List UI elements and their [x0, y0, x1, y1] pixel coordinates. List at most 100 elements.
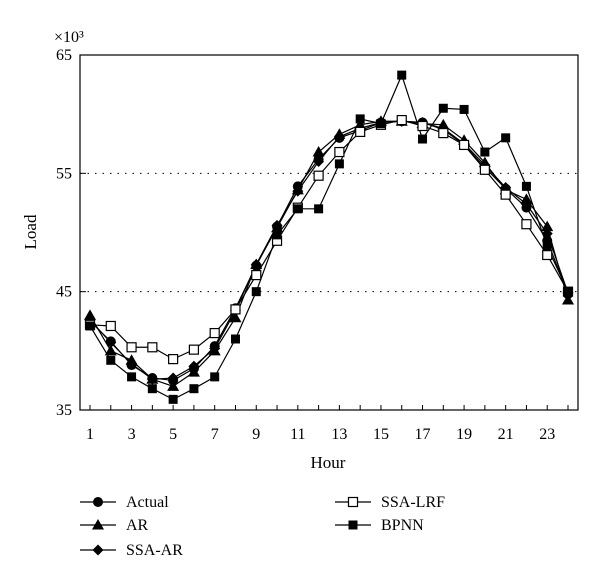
legend-label-ssa-lrf: SSA-LRF	[381, 494, 445, 511]
x-axis-ticks: 1 3 5 7 9 11 13 15 17 19 21 23	[86, 405, 569, 443]
x-tick-label: 13	[331, 426, 347, 443]
legend-label-ar: AR	[126, 517, 149, 534]
data-point-bpnn	[168, 394, 178, 404]
data-point-bpnn	[230, 334, 240, 344]
data-point-ssa-lrf	[500, 189, 511, 200]
legend-marker-ssa-lrf	[347, 496, 359, 508]
series-lines	[89, 73, 569, 401]
data-point-bpnn	[397, 70, 407, 80]
data-point-ssa-lrf	[438, 128, 449, 139]
data-point-bpnn	[438, 103, 448, 113]
data-point-ssa-ar	[188, 360, 200, 372]
data-point-bpnn	[189, 384, 199, 394]
data-point-ar	[562, 293, 574, 305]
data-point-bpnn	[147, 384, 157, 394]
data-point-ssa-ar	[271, 219, 283, 231]
data-point-ssa-ar	[541, 228, 553, 240]
data-point-ssa-ar	[520, 198, 532, 210]
data-point-ssa-lrf	[188, 344, 200, 355]
legend-marker-ssa-ar	[92, 544, 104, 556]
data-point-bpnn	[272, 230, 282, 240]
x-tick-label: 1	[86, 426, 94, 443]
data-point-ar	[229, 311, 242, 323]
gridlines	[80, 172, 578, 293]
data-point-bpnn	[355, 114, 365, 124]
data-point-ssa-lrf	[417, 120, 428, 132]
series-line-ar	[89, 120, 569, 387]
data-point-bpnn	[106, 355, 116, 365]
series-line-bpnn	[89, 73, 569, 401]
data-point-ssa-lrf	[521, 219, 532, 230]
legend-label-ssa-ar: SSA-AR	[126, 542, 183, 559]
series-line-ssa-ar	[89, 120, 569, 380]
data-point-ssa-lrf	[251, 270, 262, 281]
y-multiplier-label: ×10³	[54, 29, 84, 46]
data-point-bpnn	[459, 104, 469, 114]
data-point-ssa-lrf	[458, 139, 470, 151]
data-point-ar	[312, 146, 325, 157]
y-tick-label: 35	[56, 402, 72, 419]
y-axis-title: Load	[21, 214, 40, 249]
data-point-ssa-ar	[146, 373, 158, 385]
data-point-ssa-ar	[333, 131, 345, 143]
x-tick-label: 17	[415, 426, 431, 443]
legend-marker-bpnn	[348, 520, 358, 530]
x-tick-label: 3	[128, 426, 136, 443]
data-point-ssa-lrf	[479, 164, 490, 175]
data-point-bpnn	[521, 181, 531, 191]
x-tick-label: 9	[252, 426, 260, 443]
data-point-ssa-lrf	[334, 146, 345, 158]
x-tick-label: 21	[498, 426, 514, 443]
data-point-ssa-ar	[292, 185, 304, 197]
data-point-bpnn	[85, 321, 95, 331]
data-point-bpnn	[293, 204, 303, 214]
y-tick-label: 45	[56, 284, 72, 301]
series-line-actual	[89, 120, 569, 382]
plot-frame	[79, 54, 579, 411]
data-point-bpnn	[251, 287, 261, 297]
x-tick-label: 5	[169, 426, 177, 443]
data-point-bpnn	[563, 287, 573, 297]
x-tick-label: 7	[211, 426, 219, 443]
x-tick-label: 11	[290, 426, 305, 443]
data-point-ssa-lrf	[168, 354, 179, 365]
legend-label-actual: Actual	[126, 494, 169, 511]
legend: Actual AR SSA-AR SSA-LRF BPNN	[80, 494, 445, 559]
data-point-ssa-ar	[209, 342, 221, 354]
data-point-bpnn	[210, 372, 220, 382]
data-point-ssa-lrf	[355, 126, 366, 138]
data-point-ssa-lrf	[396, 114, 407, 126]
series-markers	[84, 70, 574, 404]
data-point-bpnn	[314, 204, 324, 214]
data-point-ssa-lrf	[209, 327, 220, 339]
data-point-ssa-ar	[126, 358, 138, 370]
x-tick-label: 23	[539, 426, 555, 443]
legend-label-bpnn: BPNN	[381, 517, 424, 534]
data-point-ar	[541, 220, 554, 232]
data-point-ssa-ar	[313, 156, 325, 167]
data-point-ar	[104, 344, 117, 356]
data-point-ar	[167, 380, 180, 391]
data-point-ssa-lrf	[105, 320, 116, 332]
data-point-ssa-ar	[250, 258, 262, 270]
data-point-bpnn	[480, 147, 490, 157]
x-tick-label: 19	[456, 426, 472, 443]
data-point-ssa-lrf	[147, 342, 158, 353]
data-point-bpnn	[418, 134, 428, 144]
data-point-ssa-ar	[105, 337, 117, 349]
legend-marker-ar	[92, 519, 104, 530]
data-point-bpnn	[334, 159, 344, 169]
data-point-bpnn	[376, 119, 386, 129]
data-point-ssa-lrf	[230, 304, 241, 315]
data-point-bpnn	[127, 372, 137, 382]
x-axis-title: Hour	[311, 453, 346, 472]
y-tick-label: 65	[56, 47, 72, 64]
y-tick-label: 55	[56, 165, 72, 182]
data-point-ssa-lrf	[126, 342, 137, 353]
data-point-bpnn	[542, 242, 552, 252]
x-tick-label: 15	[373, 426, 389, 443]
legend-marker-actual	[93, 497, 103, 507]
data-point-bpnn	[501, 133, 511, 143]
series-line-ssa-lrf	[89, 119, 569, 360]
